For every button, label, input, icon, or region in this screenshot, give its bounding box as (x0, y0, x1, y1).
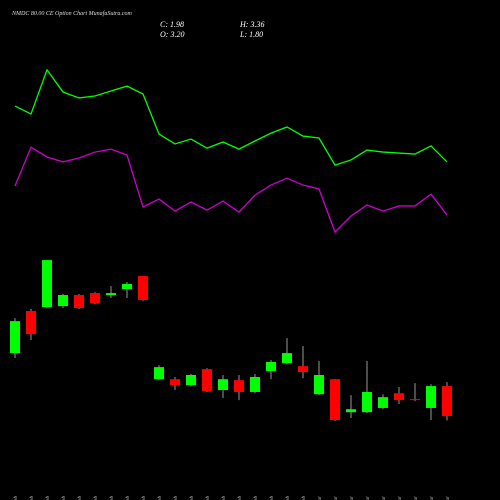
candle-body (394, 393, 404, 401)
candle-body (426, 386, 436, 408)
chart-title: NMDC 80.00 CE Option Chart MunafaSutra.c… (11, 10, 133, 17)
candle-body (298, 366, 308, 373)
candle-body (314, 375, 324, 395)
high-label: H: 3.36 (239, 20, 264, 29)
x-tick-label: 26 Feb (286, 496, 291, 500)
x-tick-label: 04 Mar (334, 496, 339, 500)
open-label: O: 3.20 (160, 30, 184, 39)
candle-body (74, 295, 84, 309)
candle-body (122, 283, 132, 290)
candle-body (218, 379, 228, 391)
candle-body (138, 276, 148, 300)
candle-body (10, 321, 20, 354)
x-tick-label: 10 Feb (110, 496, 115, 500)
x-tick-label: 23 Feb (238, 496, 243, 500)
candle-body (26, 311, 36, 335)
x-tick-label: 24 Feb (254, 496, 259, 500)
candle-body (378, 397, 388, 408)
candle-body (106, 293, 116, 296)
x-tick-label: 19 Feb (206, 496, 211, 500)
candle-body (234, 380, 244, 392)
candle-body (362, 391, 372, 413)
x-tick-label: 05 Mar (350, 496, 355, 500)
x-tick-label: 02 Feb (14, 496, 19, 500)
x-tick-label: 16 Feb (158, 496, 163, 500)
candle-body (346, 409, 356, 413)
x-tick-label: 17 Feb (174, 496, 179, 500)
x-tick-label: 06 Mar (366, 496, 371, 500)
candle-body (202, 369, 212, 391)
candle-body (282, 353, 292, 364)
candle-body (186, 375, 196, 386)
candle-body (90, 293, 100, 304)
indicator-line (14, 68, 448, 166)
x-tick-label: 03 Feb (30, 496, 35, 500)
x-tick-label: 05 Feb (62, 496, 67, 500)
candle-body (442, 386, 452, 417)
candle-body (170, 379, 180, 386)
x-tick-label: 27 Feb (302, 496, 307, 500)
x-tick-label: 02 Mar (318, 496, 323, 500)
x-tick-label: 06 Feb (78, 496, 83, 500)
candle-body (154, 367, 164, 380)
x-tick-label: 13 Mar (446, 496, 451, 500)
x-tick-label: 11 Feb (126, 496, 131, 500)
x-tick-label: 09 Feb (94, 496, 99, 500)
candle-body (266, 361, 276, 372)
low-label: L: 1.80 (239, 30, 263, 39)
candle-body (250, 376, 260, 392)
x-tick-label: 18 Feb (190, 496, 195, 500)
candle-body (410, 399, 420, 401)
x-tick-label: 04 Feb (46, 496, 51, 500)
candle-body (58, 295, 68, 307)
x-tick-label: 20 Feb (222, 496, 227, 500)
candle-body (42, 260, 52, 308)
candle-body (330, 379, 340, 421)
x-tick-label: 12 Feb (142, 496, 147, 500)
x-tick-label: 10 Mar (398, 496, 403, 500)
indicator-line (14, 146, 448, 234)
close-label: C: 1.98 (160, 20, 184, 29)
x-tick-label: 12 Mar (430, 496, 435, 500)
x-tick-label: 11 Mar (414, 496, 419, 500)
x-tick-label: 25 Feb (270, 496, 275, 500)
x-tick-label: 09 Mar (382, 496, 387, 500)
